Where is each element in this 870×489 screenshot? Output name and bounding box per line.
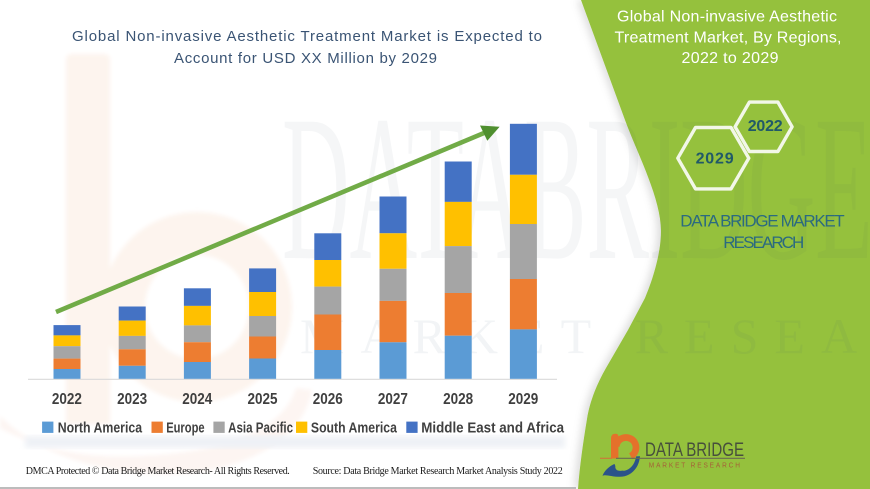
- svg-text:Global Non-invasive Aesthetic: Global Non-invasive Aesthetic: [617, 9, 837, 26]
- svg-text:Global Non-invasive Aesthetic: Global Non-invasive Aesthetic Treatment …: [72, 28, 542, 45]
- svg-text:DMCA Protected © Data Bridge M: DMCA Protected © Data Bridge Market Rese…: [26, 466, 290, 477]
- svg-text:2022: 2022: [748, 118, 783, 135]
- svg-text:North America: North America: [58, 420, 143, 437]
- svg-text:2023: 2023: [117, 391, 147, 408]
- svg-text:DATA BRIDGE MARKET: DATA BRIDGE MARKET: [680, 211, 844, 230]
- svg-text:Europe: Europe: [166, 420, 204, 437]
- svg-text:DATA BRIDGE: DATA BRIDGE: [645, 440, 744, 461]
- svg-text:RESEARCH: RESEARCH: [723, 233, 804, 252]
- svg-text:2028: 2028: [443, 391, 473, 408]
- svg-text:2029: 2029: [508, 391, 538, 408]
- svg-text:2026: 2026: [313, 391, 343, 408]
- svg-text:Source: Data Bridge Market Res: Source: Data Bridge Market Research Mark…: [313, 466, 563, 477]
- svg-text:2022 to 2029: 2022 to 2029: [682, 50, 779, 67]
- svg-text:Asia Pacific: Asia Pacific: [228, 420, 293, 437]
- svg-text:MARKET RESEARCH: MARKET RESEARCH: [649, 463, 742, 470]
- svg-text:Account for USD XX Million by: Account for USD XX Million by 2029: [174, 50, 437, 67]
- svg-text:Treatment Market, By Regions,: Treatment Market, By Regions,: [615, 29, 842, 46]
- svg-text:2025: 2025: [248, 391, 278, 408]
- svg-text:South America: South America: [311, 420, 398, 437]
- svg-text:2027: 2027: [378, 391, 408, 408]
- svg-text:2029: 2029: [696, 151, 734, 168]
- svg-text:2022: 2022: [52, 391, 82, 408]
- svg-text:Middle East and Africa: Middle East and Africa: [421, 420, 564, 437]
- svg-text:2024: 2024: [182, 391, 212, 408]
